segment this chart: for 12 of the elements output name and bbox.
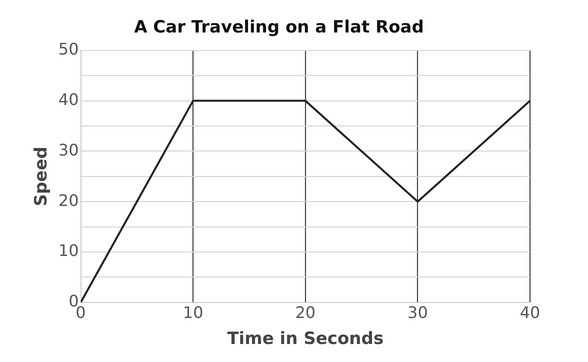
- x-tick-label: 10: [182, 303, 204, 322]
- x-tick-label: 30: [408, 303, 428, 322]
- chart-title: A Car Traveling on a Flat Road: [134, 18, 424, 38]
- x-tick-label: 20: [295, 303, 316, 322]
- x-axis-title: Time in Seconds: [227, 329, 384, 350]
- x-tick-label: 40: [520, 303, 540, 322]
- y-tick-label: 20: [58, 190, 79, 210]
- y-tick-label: 10: [58, 241, 79, 260]
- y-tick-label: 50: [58, 40, 79, 59]
- y-axis-title: Speed: [32, 146, 52, 206]
- y-tick-label: 30: [58, 140, 79, 160]
- y-tick-label: 40: [58, 90, 79, 109]
